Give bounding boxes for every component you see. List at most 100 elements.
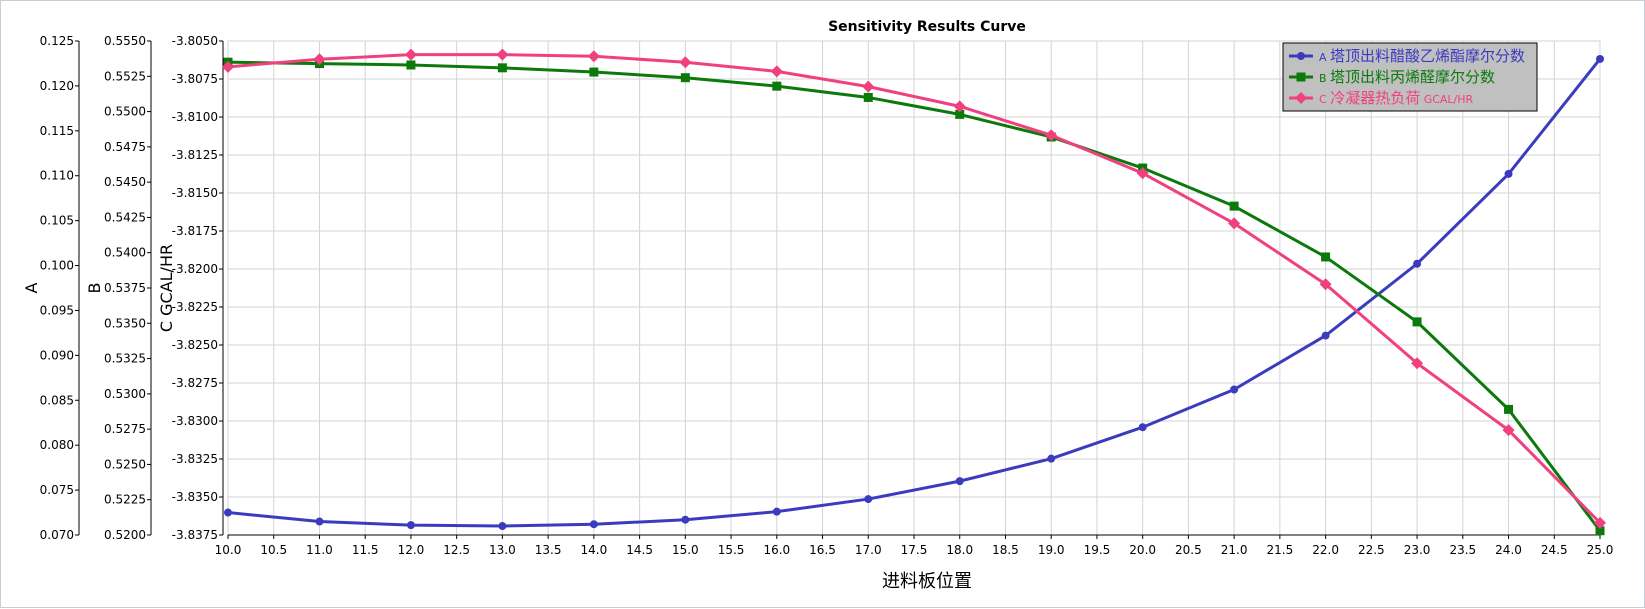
data-point-C bbox=[953, 100, 966, 113]
data-point-C bbox=[1502, 424, 1515, 437]
x-tick-label: 24.0 bbox=[1495, 543, 1522, 557]
data-point-C bbox=[1411, 357, 1424, 370]
data-point-A bbox=[955, 477, 964, 486]
data-point-C bbox=[1136, 167, 1149, 180]
y-axis-label-C: C GCAL/HR bbox=[157, 244, 176, 332]
data-point-B bbox=[1504, 404, 1514, 414]
y-tick-label-B: 0.5450 bbox=[104, 175, 146, 189]
x-tick-label: 12.5 bbox=[443, 543, 470, 557]
data-point-C bbox=[1228, 217, 1241, 230]
y-tick-label-C: -3.8050 bbox=[172, 34, 218, 48]
x-tick-label: 20.5 bbox=[1175, 543, 1202, 557]
legend-entry-A: A 塔顶出料醋酸乙烯酯摩尔分数 bbox=[1319, 47, 1525, 65]
y-tick-label-B: 0.5425 bbox=[104, 210, 146, 224]
series-line-C bbox=[227, 53, 1602, 524]
x-tick-label: 10.0 bbox=[215, 543, 242, 557]
x-tick-label: 17.0 bbox=[855, 543, 882, 557]
y-tick-label-C: -3.8375 bbox=[172, 528, 218, 542]
y-tick-label-A: 0.085 bbox=[40, 393, 74, 407]
y-tick-label-B: 0.5250 bbox=[104, 457, 146, 471]
y-tick-label-B: 0.5550 bbox=[104, 34, 146, 48]
y-tick-label-C: -3.8325 bbox=[172, 452, 218, 466]
data-point-B bbox=[863, 92, 873, 102]
x-tick-label: 19.5 bbox=[1084, 543, 1111, 557]
y-axis-label-A: A bbox=[22, 282, 41, 293]
series-line-B bbox=[227, 60, 1602, 532]
data-point-A bbox=[864, 495, 873, 504]
x-tick-label: 24.5 bbox=[1541, 543, 1568, 557]
data-point-C bbox=[1594, 516, 1606, 529]
legend-prefix: C bbox=[1319, 93, 1330, 106]
legend-marker bbox=[1295, 92, 1307, 104]
legend-entry-B: B 塔顶出料丙烯醛摩尔分数 bbox=[1319, 68, 1495, 86]
y-tick-label-A: 0.095 bbox=[40, 303, 74, 317]
data-point-A bbox=[1504, 169, 1513, 178]
x-tick-label: 21.5 bbox=[1267, 543, 1294, 557]
data-point-A bbox=[1230, 385, 1239, 394]
y-tick-label-C: -3.8075 bbox=[172, 72, 218, 86]
data-point-B bbox=[589, 67, 599, 77]
x-tick-label: 12.0 bbox=[398, 543, 425, 557]
grid bbox=[227, 40, 1601, 536]
data-point-A bbox=[1321, 331, 1330, 340]
x-tick-label: 14.0 bbox=[581, 543, 608, 557]
y-tick-label-A: 0.070 bbox=[40, 528, 74, 542]
data-point-C bbox=[1319, 278, 1332, 291]
legend-marker bbox=[1297, 52, 1305, 60]
y-tick-label-A: 0.100 bbox=[40, 259, 74, 273]
data-point-A bbox=[1596, 54, 1604, 63]
data-point-A bbox=[681, 515, 690, 524]
y-tick-label-C: -3.8350 bbox=[172, 490, 218, 504]
data-point-A bbox=[224, 508, 232, 517]
x-tick-label: 19.0 bbox=[1038, 543, 1065, 557]
data-point-A bbox=[406, 521, 415, 530]
data-point-A bbox=[1138, 423, 1147, 432]
y-tick-label-B: 0.5375 bbox=[104, 281, 146, 295]
data-point-A bbox=[589, 520, 598, 529]
y-axis-label-B: B bbox=[85, 283, 104, 294]
data-point-A bbox=[1047, 454, 1056, 463]
y-tick-label-C: -3.8125 bbox=[172, 148, 218, 162]
data-point-C bbox=[313, 53, 326, 66]
x-tick-label: 13.5 bbox=[535, 543, 562, 557]
y-tick-label-C: -3.8200 bbox=[172, 262, 218, 276]
x-tick-label: 21.0 bbox=[1221, 543, 1248, 557]
x-tick-label: 16.5 bbox=[809, 543, 836, 557]
x-tick-label: 14.5 bbox=[626, 543, 653, 557]
data-point-B bbox=[772, 81, 782, 91]
legend-series-name: 塔顶出料醋酸乙烯酯摩尔分数 bbox=[1330, 47, 1525, 65]
y-tick-label-B: 0.5475 bbox=[104, 140, 146, 154]
y-tick-label-C: -3.8100 bbox=[172, 110, 218, 124]
series-layer bbox=[222, 48, 1606, 536]
y-tick-label-B: 0.5525 bbox=[104, 69, 146, 83]
legend-series-name: 塔顶出料丙烯醛摩尔分数 bbox=[1330, 68, 1495, 86]
x-tick-label: 16.0 bbox=[763, 543, 790, 557]
x-tick-label: 23.0 bbox=[1404, 543, 1431, 557]
y-tick-label-C: -3.8225 bbox=[172, 300, 218, 314]
data-point-C bbox=[770, 65, 783, 78]
x-tick-label: 17.5 bbox=[901, 543, 928, 557]
series-line-A bbox=[227, 58, 1602, 528]
y-tick-label-C: -3.8275 bbox=[172, 376, 218, 390]
x-tick-label: 20.0 bbox=[1129, 543, 1156, 557]
x-tick-label: 11.0 bbox=[306, 543, 333, 557]
legend-box bbox=[1282, 42, 1538, 112]
x-tick-label: 15.5 bbox=[718, 543, 745, 557]
x-tick-label: 22.5 bbox=[1358, 543, 1385, 557]
data-point-A bbox=[315, 517, 324, 526]
y-tick-label-B: 0.5275 bbox=[104, 422, 146, 436]
data-point-B bbox=[1229, 201, 1239, 211]
y-tick-label-C: -3.8300 bbox=[172, 414, 218, 428]
data-point-B bbox=[497, 63, 507, 73]
data-point-B bbox=[955, 109, 965, 119]
data-point-B bbox=[680, 73, 690, 83]
data-point-B bbox=[1321, 252, 1331, 262]
x-tick-label: 10.5 bbox=[260, 543, 287, 557]
data-point-B bbox=[1595, 526, 1605, 536]
y-tick-label-A: 0.080 bbox=[40, 438, 74, 452]
y-tick-label-A: 0.120 bbox=[40, 79, 74, 93]
y-tick-label-A: 0.090 bbox=[40, 348, 74, 362]
